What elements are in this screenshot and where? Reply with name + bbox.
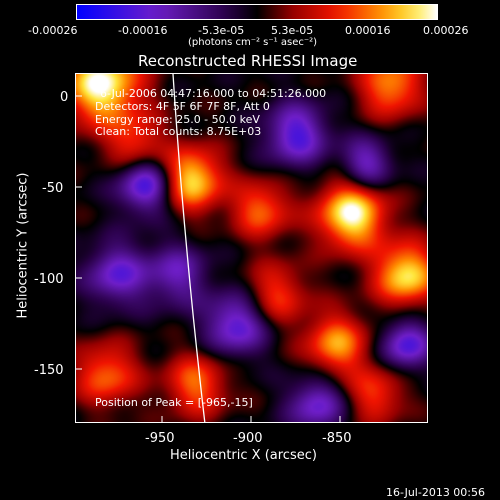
colorbar-tick: 0.00026 [423,24,469,37]
detectors-label: Detectors: 4F 5F 6F 7F 8F, Att 0 [95,100,270,113]
colorbar-tick: 0.00016 [345,24,391,37]
solar-limb [172,74,206,422]
peak-position-label: Position of Peak = [-965,-15] [95,396,253,409]
y-tick-label: -150 [34,363,64,378]
colorbar-tick: -5.3e-05 [198,24,245,37]
y-axis-label: Heliocentric Y (arcsec) [15,172,31,319]
timestamp: 16-Jul-2013 00:56 [386,486,486,499]
x-tick-label: -850 [322,431,352,446]
x-tick-label: -950 [145,431,175,446]
colorbar-tick: 5.3e-05 [271,24,314,37]
colorbar-tick: -0.00016 [118,24,168,37]
y-tick-label: -50 [42,181,64,196]
x-tick-label: -900 [233,431,263,446]
colorbar [76,4,438,20]
y-tick-label: -100 [34,272,64,287]
colorbar-tick: -0.00026 [28,24,78,37]
colorbar-unit-label: (photons cm⁻² s⁻¹ asec⁻²) [188,37,318,48]
image-title: Reconstructed RHESSI Image [138,52,358,70]
rhessi-image [75,73,428,423]
clean-counts-label: Clean: Total counts: 8.75E+03 [95,125,262,138]
energy-range-label: Energy range: 25.0 - 50.0 keV [95,113,260,126]
time-range-label: 6-Jul-2006 04:47:16.000 to 04:51:26.000 [100,87,327,100]
y-tick-label: 0 [60,90,69,105]
x-axis-label: Heliocentric X (arcsec) [170,448,317,463]
rhessi-image-canvas [76,74,427,422]
